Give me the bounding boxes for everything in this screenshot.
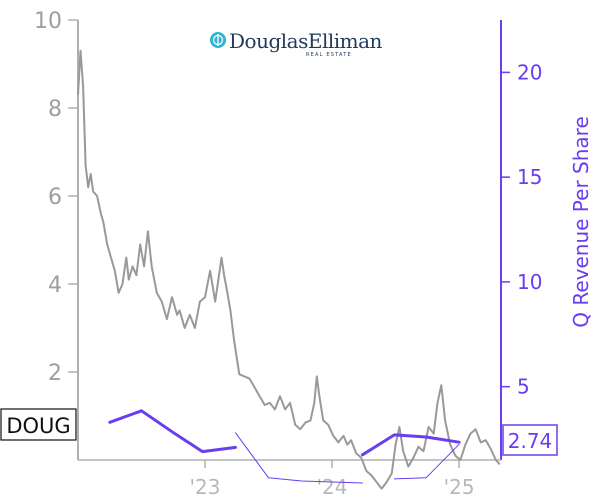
last-value-label: 2.74 (508, 429, 553, 453)
logo-emblem-icon (210, 32, 226, 48)
revenue-series-segment (361, 433, 461, 457)
left-tick-label: 10 (34, 9, 62, 34)
logo-subtitle: REAL ESTATE (306, 52, 352, 58)
logo-wordmark: DouglasElliman (229, 29, 383, 53)
revenue-series-segment (108, 409, 237, 454)
right-axis-ticks: 5 10 15 20 (501, 60, 542, 399)
revenue-series (108, 409, 461, 484)
ticker-badge: DOUG (0, 408, 77, 441)
left-tick-label: 6 (48, 185, 62, 210)
company-logo: DouglasElliman REAL ESTATE (210, 29, 383, 58)
revenue-series-segment (393, 443, 460, 480)
x-tick-label: '24 (317, 475, 348, 499)
ticker-label: DOUG (6, 414, 70, 438)
last-value-badge: 2.74 (502, 424, 558, 456)
left-tick-label: 8 (48, 97, 62, 122)
x-axis-ticks: '23 '24 '25 (190, 460, 475, 499)
revenue-series-segment (235, 432, 363, 484)
left-axis-ticks: 2 4 6 8 10 (34, 9, 78, 386)
x-tick-label: '23 (190, 475, 221, 499)
right-axis-label: Q Revenue Per Share (569, 116, 593, 328)
right-tick-label: 5 (517, 375, 530, 399)
left-tick-label: 2 (48, 361, 62, 386)
x-tick-label: '25 (444, 475, 475, 499)
right-tick-label: 20 (517, 60, 542, 84)
right-tick-label: 15 (517, 165, 542, 189)
price-series-line (77, 49, 501, 490)
left-tick-label: 4 (48, 273, 62, 298)
right-tick-label: 10 (517, 270, 542, 294)
